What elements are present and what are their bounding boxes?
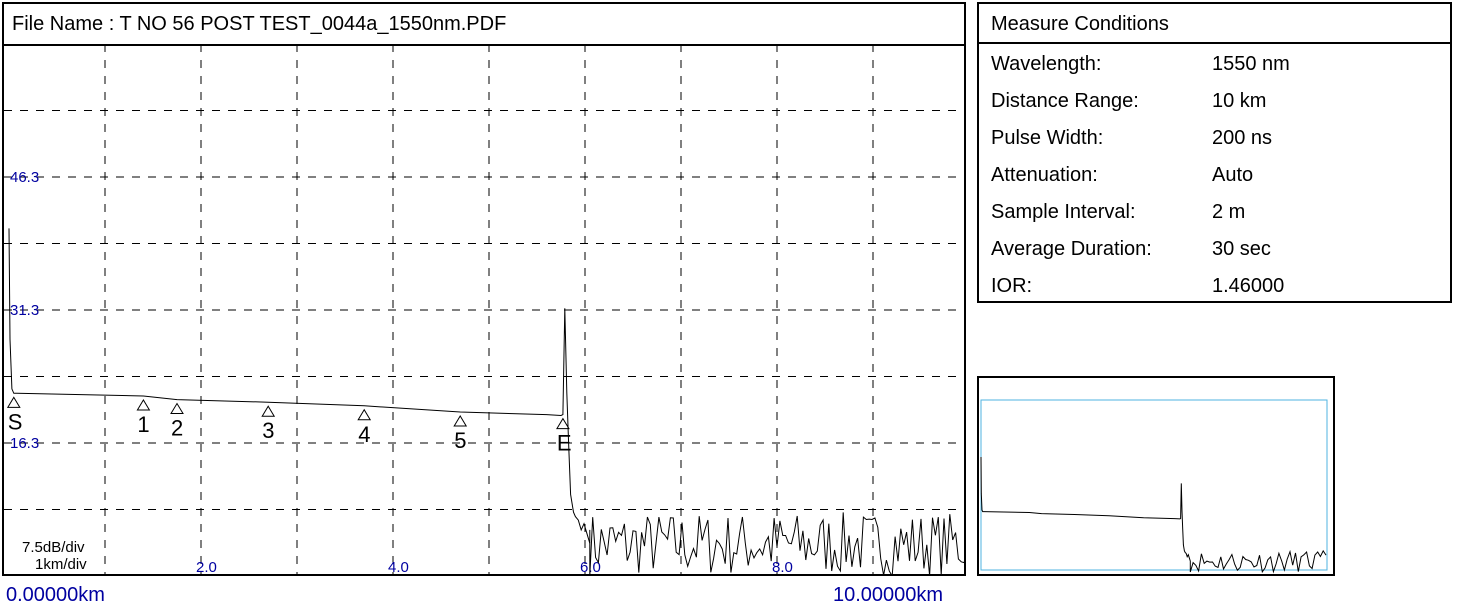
overview-zoom-box	[980, 399, 1328, 571]
x-scale-label: 1km/div	[35, 556, 87, 573]
event-label: 3	[262, 418, 274, 443]
y-tick-label: 46.3	[10, 169, 39, 186]
condition-label: Pulse Width:	[991, 127, 1104, 149]
condition-label: IOR:	[991, 275, 1033, 297]
x-tick-label: 8.0	[772, 559, 793, 576]
event-marker	[556, 417, 570, 430]
overview-trace-line	[980, 456, 1327, 574]
condition-row-attenuation: Attenuation: Auto	[991, 157, 1253, 194]
condition-value: 10 km	[1212, 90, 1267, 112]
file-title: File Name : T NO 56 POST TEST_0044a_1550…	[12, 13, 507, 35]
condition-label: Attenuation:	[991, 164, 1098, 186]
otdr-trace-chart[interactable]: 46.331.316.32.0 4.0 6.0 8.07.5dB/div1km/div…	[4, 44, 964, 576]
event-marker	[170, 402, 184, 415]
condition-row-wavelength: Wavelength: 1550 nm	[991, 46, 1290, 83]
condition-value: 30 sec	[1212, 238, 1271, 260]
condition-row-ior: IOR: 1.46000	[991, 268, 1284, 305]
x-tick-label: 2.0	[196, 559, 217, 576]
trace-noise-floor	[589, 512, 964, 576]
condition-row-sample-interval: Sample Interval: 2 m	[991, 194, 1245, 231]
condition-label: Sample Interval:	[991, 201, 1136, 223]
event-label: 1	[137, 412, 149, 437]
condition-row-distance-range: Distance Range: 10 km	[991, 83, 1266, 120]
event-label: 2	[171, 416, 183, 441]
condition-row-pulse-width: Pulse Width: 200 ns	[991, 120, 1272, 157]
event-marker	[136, 399, 151, 411]
event-marker	[261, 405, 276, 417]
range-start-label: 0.00000km	[6, 584, 105, 606]
condition-label: Average Duration:	[991, 238, 1152, 260]
event-marker	[357, 408, 372, 421]
condition-value: 1550 nm	[1212, 53, 1290, 75]
overview-panel[interactable]	[977, 376, 1335, 576]
condition-label: Distance Range:	[991, 90, 1139, 112]
trace-header: File Name : T NO 56 POST TEST_0044a_1550…	[4, 4, 964, 46]
condition-value: 200 ns	[1212, 127, 1273, 149]
condition-value: 1.46000	[1212, 275, 1285, 297]
trace-panel: File Name : T NO 56 POST TEST_0044a_1550…	[2, 2, 966, 576]
event-label: 5	[454, 428, 466, 453]
event-label: S	[8, 409, 23, 434]
condition-label: Wavelength:	[991, 53, 1102, 75]
trace-line	[8, 228, 591, 544]
event-marker	[6, 396, 21, 408]
event-marker	[453, 414, 468, 427]
condition-row-average-duration: Average Duration: 30 sec	[991, 231, 1271, 268]
y-tick-label: 16.3	[10, 435, 39, 452]
measure-conditions-panel: Measure Conditions Wavelength: 1550 nm D…	[977, 2, 1452, 303]
y-tick-label: 31.3	[10, 302, 39, 319]
overview-trace[interactable]	[979, 378, 1333, 574]
condition-value: Auto	[1212, 164, 1254, 186]
y-scale-label: 7.5dB/div	[22, 539, 85, 556]
measure-conditions-title: Measure Conditions	[979, 4, 1450, 44]
x-tick-label: 4.0	[388, 559, 409, 576]
event-label: E	[557, 431, 572, 456]
condition-value: 2 m	[1212, 201, 1246, 223]
range-end-label: 10.00000km	[833, 584, 944, 606]
event-label: 4	[358, 422, 370, 447]
